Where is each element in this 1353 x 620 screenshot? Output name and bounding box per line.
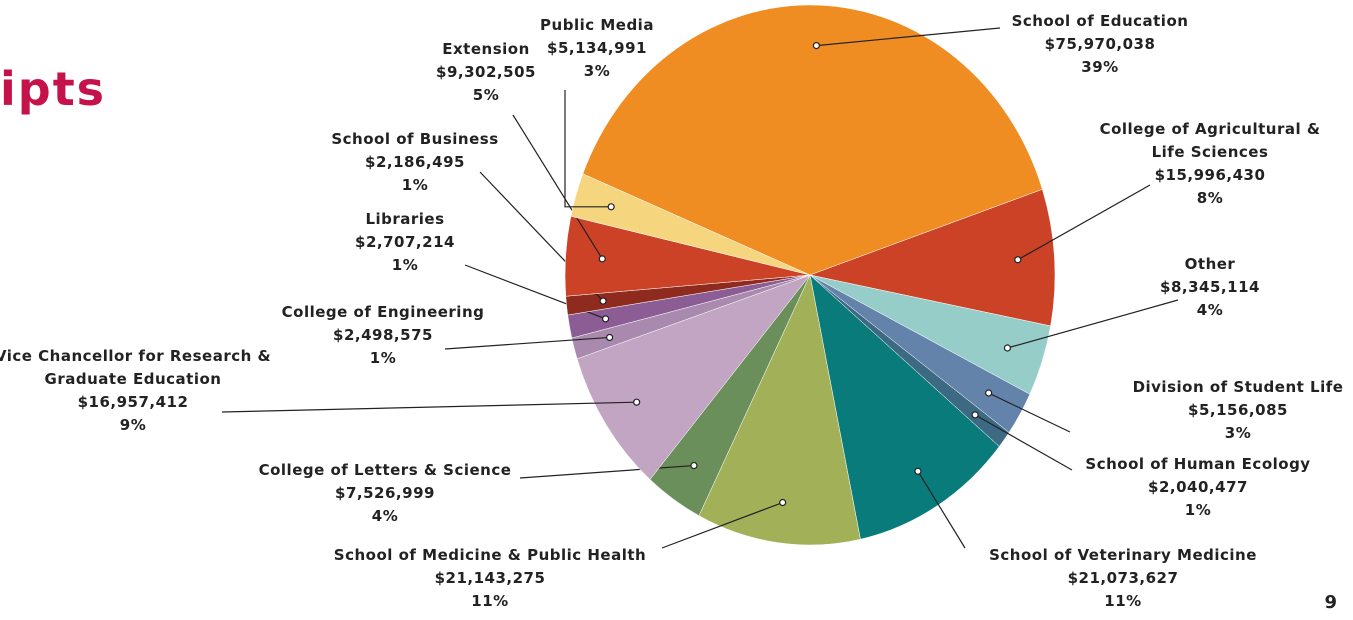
category-label: School of Veterinary Medicine: [989, 546, 1257, 564]
percent-label: 8%: [1196, 189, 1224, 207]
percent-label: 39%: [1081, 58, 1119, 76]
percent-label: 1%: [401, 176, 429, 194]
leader-line: [1007, 299, 1179, 349]
slice-label: School of Business $2,186,495 1%: [305, 128, 525, 197]
category-label: Vice Chancellor for Research & Graduate …: [0, 347, 272, 388]
category-label: College of Letters & Science: [258, 461, 512, 479]
slice-label: School of Veterinary Medicine $21,073,627…: [973, 544, 1273, 613]
leader-dot: [1014, 256, 1022, 264]
category-label: School of Medicine & Public Health: [333, 546, 647, 564]
slice-label: School of Medicine & Public Health $21,14…: [310, 544, 670, 613]
leader-dot: [633, 398, 641, 406]
category-label: School of Business: [331, 130, 499, 148]
slice-label: Other $8,345,114 4%: [1110, 253, 1310, 322]
percent-label: 1%: [391, 256, 419, 274]
leader-line: [661, 501, 783, 549]
slice-label: School of Education $75,970,038 39%: [970, 10, 1230, 79]
leader-line: [1017, 184, 1151, 261]
leader-dot: [601, 315, 610, 323]
pie-slice: [576, 274, 811, 480]
percent-label: 3%: [1224, 424, 1252, 442]
leader-dot: [812, 42, 820, 50]
leader-line: [444, 336, 610, 350]
value-label: $2,186,495: [365, 153, 465, 171]
leader-dot: [606, 333, 614, 342]
leader-dot: [598, 255, 606, 263]
leader-line: [988, 392, 1071, 433]
slice-label: Division of Student Life $5,156,085 3%: [1118, 376, 1353, 445]
page-number: 9: [1324, 592, 1337, 613]
category-label: Public Media: [540, 16, 654, 34]
value-label: $5,156,085: [1188, 401, 1288, 419]
leader-line: [816, 27, 1001, 47]
leader-line: [221, 401, 637, 413]
category-label: School of Human Ecology: [1085, 455, 1311, 473]
value-label: $21,143,275: [434, 569, 546, 587]
slice-label: Libraries $2,707,214 1%: [305, 208, 505, 277]
pie-slice: [809, 274, 1000, 540]
value-label: $2,707,214: [355, 233, 455, 251]
slice-label: College of Agricultural & Life Sciences $…: [1090, 118, 1330, 210]
value-label: $75,970,038: [1044, 35, 1156, 53]
percent-label: 4%: [1196, 301, 1224, 319]
leader-line: [512, 114, 603, 260]
category-label: School of Education: [1011, 12, 1189, 30]
value-label: $2,498,575: [333, 326, 433, 344]
leader-dot: [599, 297, 607, 305]
category-label: Libraries: [365, 210, 445, 228]
percent-label: 5%: [472, 86, 500, 104]
percent-label: 11%: [1104, 592, 1142, 610]
leader-dot: [914, 467, 922, 475]
percent-label: 1%: [369, 349, 397, 367]
value-label: $15,996,430: [1154, 166, 1266, 184]
leader-dot: [690, 461, 698, 470]
value-label: $5,134,991: [547, 39, 647, 57]
value-label: $21,073,627: [1067, 569, 1179, 587]
slice-label: School of Human Ecology $2,040,477 1%: [1068, 453, 1328, 522]
pie-slice: [570, 173, 811, 276]
slice-label: Extension $9,302,505 5%: [406, 38, 566, 107]
leader-line: [519, 464, 695, 479]
percent-label: 1%: [1184, 501, 1212, 519]
percent-label: 9%: [119, 416, 147, 434]
leader-dot: [985, 389, 993, 397]
leader-line: [564, 90, 612, 208]
percent-label: 11%: [471, 592, 509, 610]
leader-dot: [607, 203, 615, 211]
category-label: Other: [1184, 255, 1236, 273]
slice-label: Vice Chancellor for Research & Graduate …: [0, 345, 283, 437]
category-label: Division of Student Life: [1132, 378, 1344, 396]
slice-label: College of Engineering $2,498,575 1%: [253, 301, 513, 370]
leader-line: [917, 470, 966, 549]
leader-dot: [779, 498, 787, 507]
leader-line: [974, 414, 1073, 471]
leader-dot: [971, 411, 979, 419]
category-label: Extension: [442, 40, 530, 58]
value-label: $8,345,114: [1160, 278, 1260, 296]
percent-label: 4%: [371, 507, 399, 525]
slice-label: Public Media $5,134,991 3%: [517, 14, 677, 83]
pie-slice: [582, 4, 1043, 276]
value-label: $7,526,999: [335, 484, 435, 502]
value-label: $16,957,412: [77, 393, 189, 411]
value-label: $9,302,505: [436, 63, 536, 81]
category-label: College of Engineering: [281, 303, 485, 321]
page-title: ipts: [0, 62, 107, 116]
leader-dot: [1003, 344, 1012, 352]
pie-slice: [698, 274, 861, 546]
value-label: $2,040,477: [1148, 478, 1248, 496]
pie-slice: [809, 189, 1056, 327]
slice-label: College of Letters & Science $7,526,999 4%: [235, 459, 535, 528]
percent-label: 3%: [583, 62, 611, 80]
category-label: College of Agricultural & Life Sciences: [1099, 120, 1321, 161]
